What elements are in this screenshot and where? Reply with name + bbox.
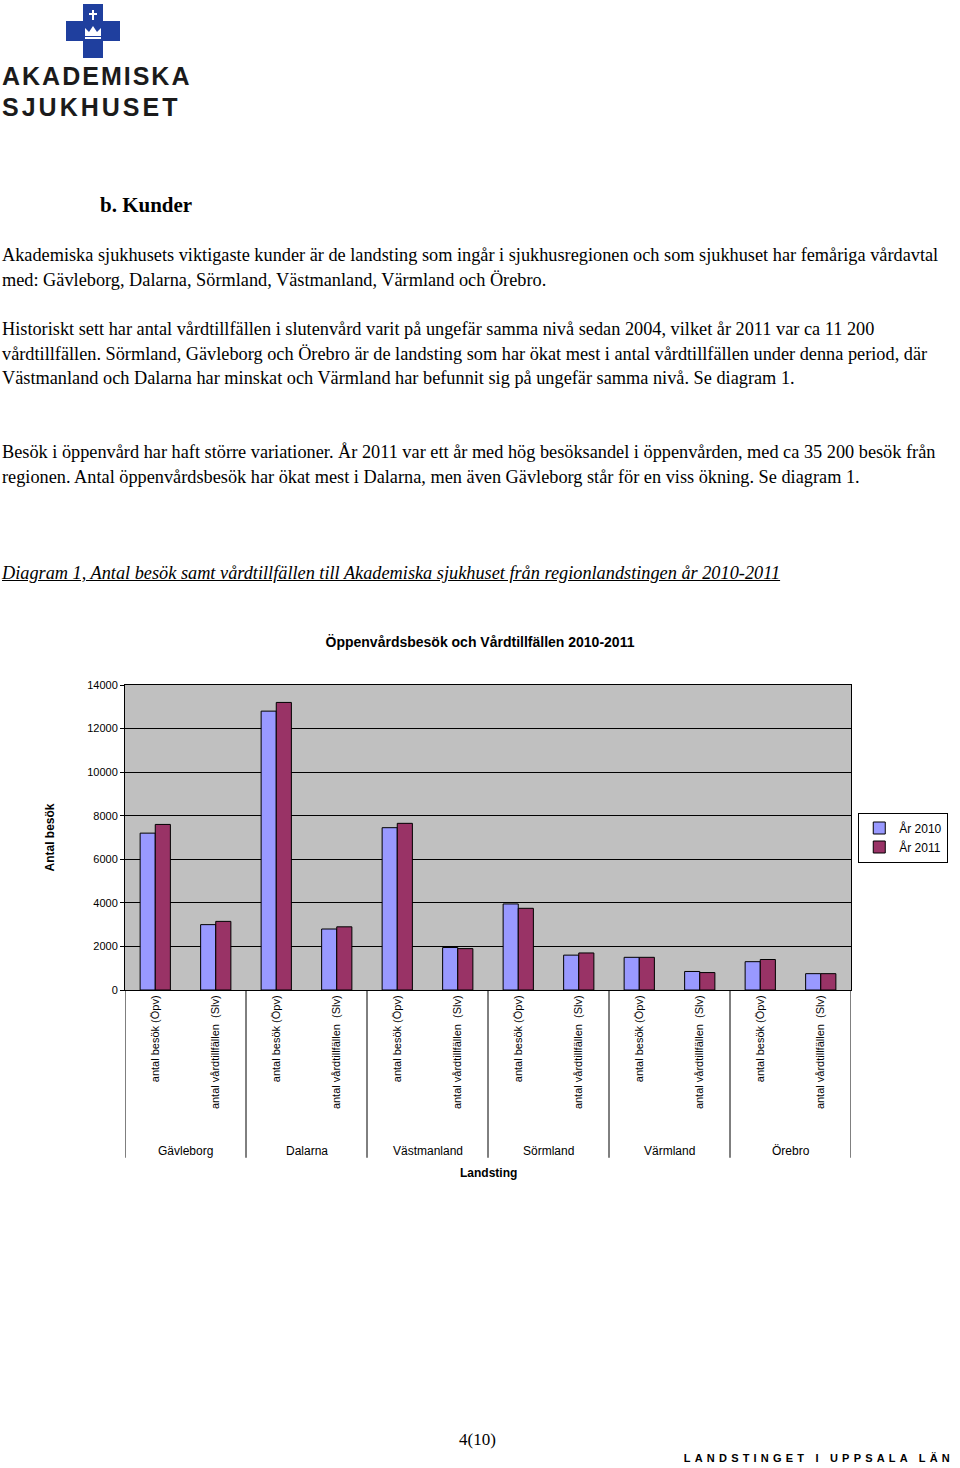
svg-text:12000: 12000 [87,722,118,734]
html-text:b. Kunder: b. Kunder [100,193,193,217]
svg-text:Västmanland: Västmanland [393,1144,463,1158]
html-text:Historiskt sett har antal vård: Historiskt sett har antal vårdtillfällen… [2,319,928,388]
html-text:4(10): 4(10) [459,1430,496,1449]
svg-text:antal vårdtillfällen (Slv): antal vårdtillfällen (Slv) [330,995,342,1109]
svg-text:10000: 10000 [87,766,118,778]
html-text:Akademiska sjukhusets viktigas: Akademiska sjukhusets viktigaste kunder … [2,245,939,290]
html-text:Besök i öppenvård har haft stö: Besök i öppenvård har haft större variat… [2,442,936,487]
svg-text:Dalarna: Dalarna [286,1144,328,1158]
svg-text:antal vårdtillfällen (Slv): antal vårdtillfällen (Slv) [572,995,584,1109]
svg-text:Landsting: Landsting [460,1166,517,1180]
svg-text:Gävleborg: Gävleborg [158,1144,213,1158]
html-text:LANDSTINGET I UPPSALA LÄN: LANDSTINGET I UPPSALA LÄN [683,1452,954,1464]
svg-text:Öppenvårdsbesök och Vårdtillfä: Öppenvårdsbesök och Vårdtillfällen 2010-… [326,634,635,650]
svg-text:Antal besök: Antal besök [43,803,57,871]
svg-text:antal vårdtillfällen (Slv): antal vårdtillfällen (Slv) [814,995,826,1109]
svg-text:antal besök (Öpv): antal besök (Öpv) [270,995,282,1082]
svg-text:antal vårdtillfällen (Slv): antal vårdtillfällen (Slv) [209,995,221,1109]
svg-text:Värmland: Värmland [644,1144,695,1158]
svg-text:antal besök (Öpv): antal besök (Öpv) [149,995,161,1082]
svg-text:antal besök (Öpv): antal besök (Öpv) [633,995,645,1082]
html-text:SJUKHUSET: SJUKHUSET [2,93,181,121]
svg-text:antal besök (Öpv): antal besök (Öpv) [754,995,766,1082]
svg-text:År 2011: År 2011 [899,840,940,855]
svg-text:antal besök (Öpv): antal besök (Öpv) [391,995,403,1082]
svg-text:Örebro: Örebro [772,1144,810,1158]
svg-text:14000: 14000 [87,679,118,691]
svg-text:0: 0 [112,984,118,996]
svg-text:8000: 8000 [93,810,117,822]
svg-text:antal vårdtillfällen (Slv): antal vårdtillfällen (Slv) [451,995,463,1109]
html-text:Diagram 1, Antal besök samt vå: Diagram 1, Antal besök samt vårdtillfäll… [2,563,781,583]
svg-text:antal besök (Öpv): antal besök (Öpv) [512,995,524,1082]
svg-text:6000: 6000 [93,853,117,865]
svg-text:4000: 4000 [93,897,117,909]
svg-text:2000: 2000 [93,940,117,952]
html-text:AKADEMISKA: AKADEMISKA [2,62,192,90]
svg-text:År 2010: År 2010 [899,821,941,836]
svg-text:antal vårdtillfällen (Slv): antal vårdtillfällen (Slv) [693,995,705,1109]
svg-text:Sörmland: Sörmland [523,1144,574,1158]
